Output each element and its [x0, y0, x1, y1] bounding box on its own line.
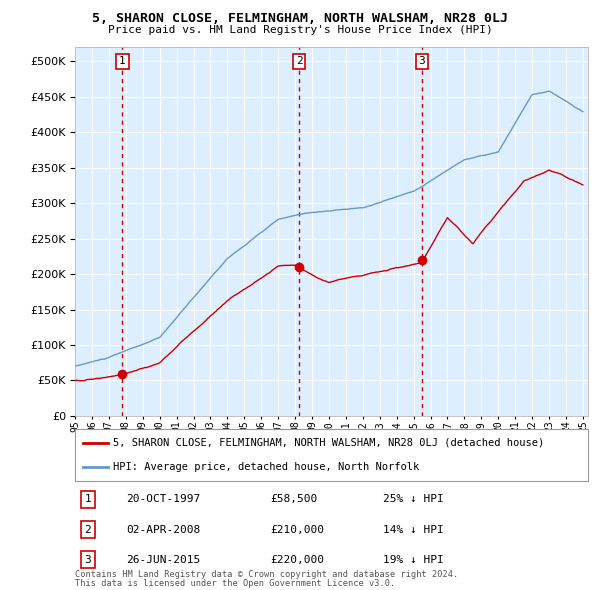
Text: 2: 2: [85, 525, 91, 535]
Text: 02-APR-2008: 02-APR-2008: [127, 525, 200, 535]
Text: £58,500: £58,500: [270, 494, 317, 504]
Text: £210,000: £210,000: [270, 525, 324, 535]
Text: 5, SHARON CLOSE, FELMINGHAM, NORTH WALSHAM, NR28 0LJ: 5, SHARON CLOSE, FELMINGHAM, NORTH WALSH…: [92, 12, 508, 25]
Text: £220,000: £220,000: [270, 555, 324, 565]
Text: 14% ↓ HPI: 14% ↓ HPI: [383, 525, 443, 535]
Text: 19% ↓ HPI: 19% ↓ HPI: [383, 555, 443, 565]
Text: 1: 1: [85, 494, 91, 504]
Text: Price paid vs. HM Land Registry's House Price Index (HPI): Price paid vs. HM Land Registry's House …: [107, 25, 493, 35]
Text: 3: 3: [419, 57, 425, 67]
Text: 1: 1: [119, 57, 126, 67]
Text: 26-JUN-2015: 26-JUN-2015: [127, 555, 200, 565]
Text: Contains HM Land Registry data © Crown copyright and database right 2024.: Contains HM Land Registry data © Crown c…: [75, 571, 458, 579]
Text: 3: 3: [85, 555, 91, 565]
FancyBboxPatch shape: [75, 429, 588, 481]
Text: 5, SHARON CLOSE, FELMINGHAM, NORTH WALSHAM, NR28 0LJ (detached house): 5, SHARON CLOSE, FELMINGHAM, NORTH WALSH…: [113, 438, 545, 448]
Text: 25% ↓ HPI: 25% ↓ HPI: [383, 494, 443, 504]
Text: 2: 2: [296, 57, 303, 67]
Text: HPI: Average price, detached house, North Norfolk: HPI: Average price, detached house, Nort…: [113, 462, 420, 472]
Text: This data is licensed under the Open Government Licence v3.0.: This data is licensed under the Open Gov…: [75, 579, 395, 588]
Text: 20-OCT-1997: 20-OCT-1997: [127, 494, 200, 504]
